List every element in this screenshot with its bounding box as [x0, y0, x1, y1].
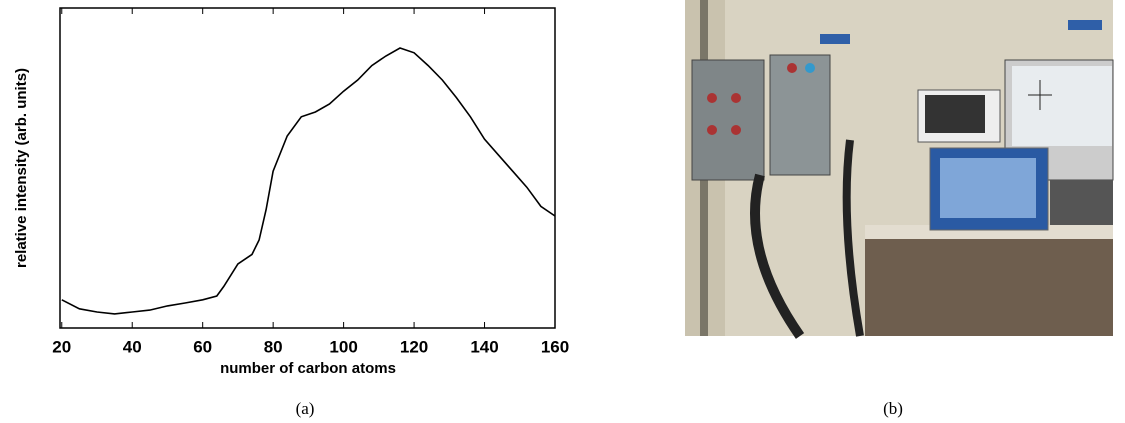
x-tick-label: 120 [400, 337, 428, 356]
x-tick-label: 20 [52, 337, 71, 356]
caption: (a) [296, 399, 315, 418]
x-tick-label: 100 [329, 337, 357, 356]
x-tick-label: 140 [470, 337, 498, 356]
y-axis-label: relative intensity (arb. units) [13, 68, 30, 268]
x-tick-label: 40 [123, 337, 142, 356]
caption: (b) [883, 399, 903, 418]
x-axis-label: number of carbon atoms [220, 360, 396, 377]
x-tick-label: 60 [193, 337, 212, 356]
photo [685, 0, 1114, 339]
plot-frame [59, 7, 556, 329]
x-tick-label: 160 [541, 337, 569, 356]
data-line [61, 47, 556, 315]
x-tick-label: 80 [264, 337, 283, 356]
